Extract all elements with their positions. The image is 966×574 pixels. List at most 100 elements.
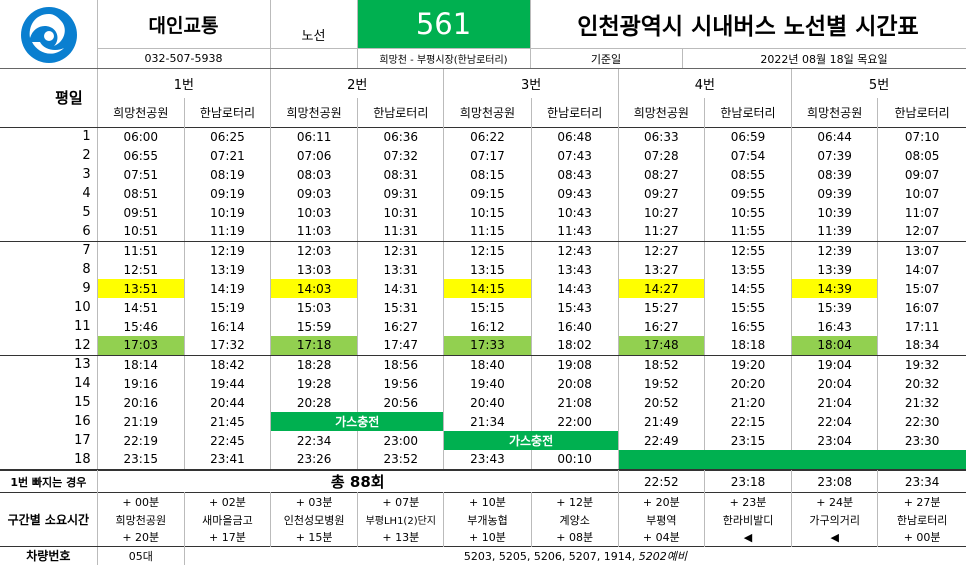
time-cell: 15:19 — [183, 298, 271, 317]
time-cell: 08:51 — [96, 184, 185, 203]
time-cell: 07:21 — [183, 146, 271, 165]
segment-stop: 부평LH1(2)단지 — [357, 510, 444, 529]
time-cell: 19:04 — [791, 355, 878, 374]
time-cell: 19:32 — [877, 355, 966, 374]
table-row: 5 09:51 10:19 10:03 10:31 10:15 10:43 10:27 10:5… — [0, 203, 966, 222]
table-row: 7 11:51 12:19 12:03 12:31 12:15 12:43 12:27 12:5… — [0, 241, 966, 260]
time-cell: 20:32 — [877, 374, 966, 393]
segment-top: + 27분 — [877, 492, 966, 511]
stop-header: 희망천공원 — [617, 98, 705, 127]
segment-top: + 23분 — [703, 492, 792, 511]
segment-stop: 희망천공원 — [96, 510, 185, 529]
segment-bottom: + 17분 — [183, 528, 271, 547]
table-row: 11 15:46 16:14 15:59 16:27 16:12 16:40 16:27 16:… — [0, 317, 966, 336]
time-cell: 06:00 — [96, 127, 185, 146]
time-cell: 10:51 — [96, 222, 185, 242]
time-cell: 18:14 — [96, 355, 185, 374]
time-cell: 10:03 — [270, 203, 358, 222]
table-row: 3 07:51 08:19 08:03 08:31 08:15 08:43 08:27 08:5… — [0, 165, 966, 184]
time-cell: 08:19 — [183, 165, 271, 184]
time-cell: 16:27 — [357, 317, 444, 336]
time-cell: 10:39 — [791, 203, 878, 222]
time-cell: 06:25 — [183, 127, 271, 146]
time-cell: 14:19 — [183, 279, 271, 298]
time-cell: 19:20 — [703, 355, 792, 374]
time-cell: 23:00 — [357, 431, 444, 450]
time-cell: 18:40 — [443, 355, 532, 374]
time-cell: 10:43 — [530, 203, 619, 222]
time-cell: 12:27 — [617, 241, 705, 260]
time-cell: 13:03 — [270, 260, 358, 279]
time-cell: 13:27 — [617, 260, 705, 279]
table-row: 6 10:51 11:19 11:03 11:31 11:15 11:43 11:27 11:5… — [0, 222, 966, 242]
time-cell: 12:31 — [357, 241, 444, 260]
time-cell: 18:56 — [357, 355, 444, 374]
time-cell: 14:43 — [530, 279, 619, 298]
segment-top: + 00분 — [96, 492, 185, 511]
time-cell: 17:03 — [96, 336, 185, 356]
row-number: 14 — [74, 376, 91, 391]
time-cell: 18:18 — [703, 336, 792, 356]
segment-stop: 부개농협 — [443, 510, 532, 529]
time-cell: 11:07 — [877, 203, 966, 222]
segment-bottom: + 15분 — [270, 528, 358, 547]
time-cell: 12:19 — [183, 241, 271, 260]
time-cell: 15:07 — [877, 279, 966, 298]
row-number: 15 — [74, 395, 91, 410]
time-cell: 16:43 — [791, 317, 878, 336]
gas-charge-cell: 가스충전 — [443, 431, 619, 450]
time-cell: 06:33 — [617, 127, 705, 146]
time-cell: 20:04 — [791, 374, 878, 393]
base-date-label: 기준일 — [590, 52, 622, 66]
table-row: 17 22:19 22:45 22:34 23:00 가스충전 22:49 23:15 23:0… — [0, 431, 966, 450]
time-cell: 18:04 — [791, 336, 878, 356]
time-cell: 20:52 — [617, 393, 705, 412]
time-cell: 08:05 — [877, 146, 966, 165]
end-block — [617, 450, 966, 470]
segment-bottom: + 10분 — [443, 528, 532, 547]
time-cell: 14:31 — [357, 279, 444, 298]
time-cell: 18:34 — [877, 336, 966, 356]
time-cell: 16:27 — [617, 317, 705, 336]
time-cell: 23:41 — [183, 450, 271, 470]
table-row: 10 14:51 15:19 15:03 15:31 15:15 15:43 15:27 15:… — [0, 298, 966, 317]
time-cell: 15:39 — [791, 298, 878, 317]
time-cell: 07:06 — [270, 146, 358, 165]
row-number: 8 — [82, 262, 91, 277]
time-cell: 19:56 — [357, 374, 444, 393]
row-number: 4 — [82, 186, 91, 201]
time-cell: 13:31 — [357, 260, 444, 279]
time-cell: 08:39 — [791, 165, 878, 184]
time-cell: 09:55 — [703, 184, 792, 203]
time-cell: 21:08 — [530, 393, 619, 412]
time-cell: 10:55 — [703, 203, 792, 222]
table-row: 15 20:16 20:44 20:28 20:56 20:40 21:08 20:52 21:… — [0, 393, 966, 412]
segment-bottom: + 20분 — [96, 528, 185, 547]
time-cell: 16:14 — [183, 317, 271, 336]
vehicle-count: 05대 — [96, 546, 185, 565]
time-cell: 07:51 — [96, 165, 185, 184]
segment-bottom: ◀ — [791, 528, 878, 547]
time-cell: 08:31 — [357, 165, 444, 184]
time-cell: 09:15 — [443, 184, 532, 203]
time-cell: 09:43 — [530, 184, 619, 203]
table-row: 2 06:55 07:21 07:06 07:32 07:17 07:43 07:28 07:5… — [0, 146, 966, 165]
time-cell: 09:51 — [96, 203, 185, 222]
time-cell: 09:27 — [617, 184, 705, 203]
time-cell: 15:43 — [530, 298, 619, 317]
time-cell: 14:27 — [617, 279, 705, 298]
route-number: 561 — [357, 0, 530, 48]
stop-header: 한남로터리 — [877, 98, 966, 127]
time-cell: 15:15 — [443, 298, 532, 317]
stop-header: 희망천공원 — [791, 98, 878, 127]
time-cell: 08:27 — [617, 165, 705, 184]
time-cell: 07:43 — [530, 146, 619, 165]
segment-top: + 10분 — [443, 492, 532, 511]
segment-stop: 가구의거리 — [791, 510, 878, 529]
time-cell: 12:43 — [530, 241, 619, 260]
time-cell: 19:44 — [183, 374, 271, 393]
time-cell: 22:45 — [183, 431, 271, 450]
time-cell: 13:07 — [877, 241, 966, 260]
time-cell: 08:43 — [530, 165, 619, 184]
page-title: 인천광역시 시내버스 노선별 시간표 — [577, 14, 919, 40]
